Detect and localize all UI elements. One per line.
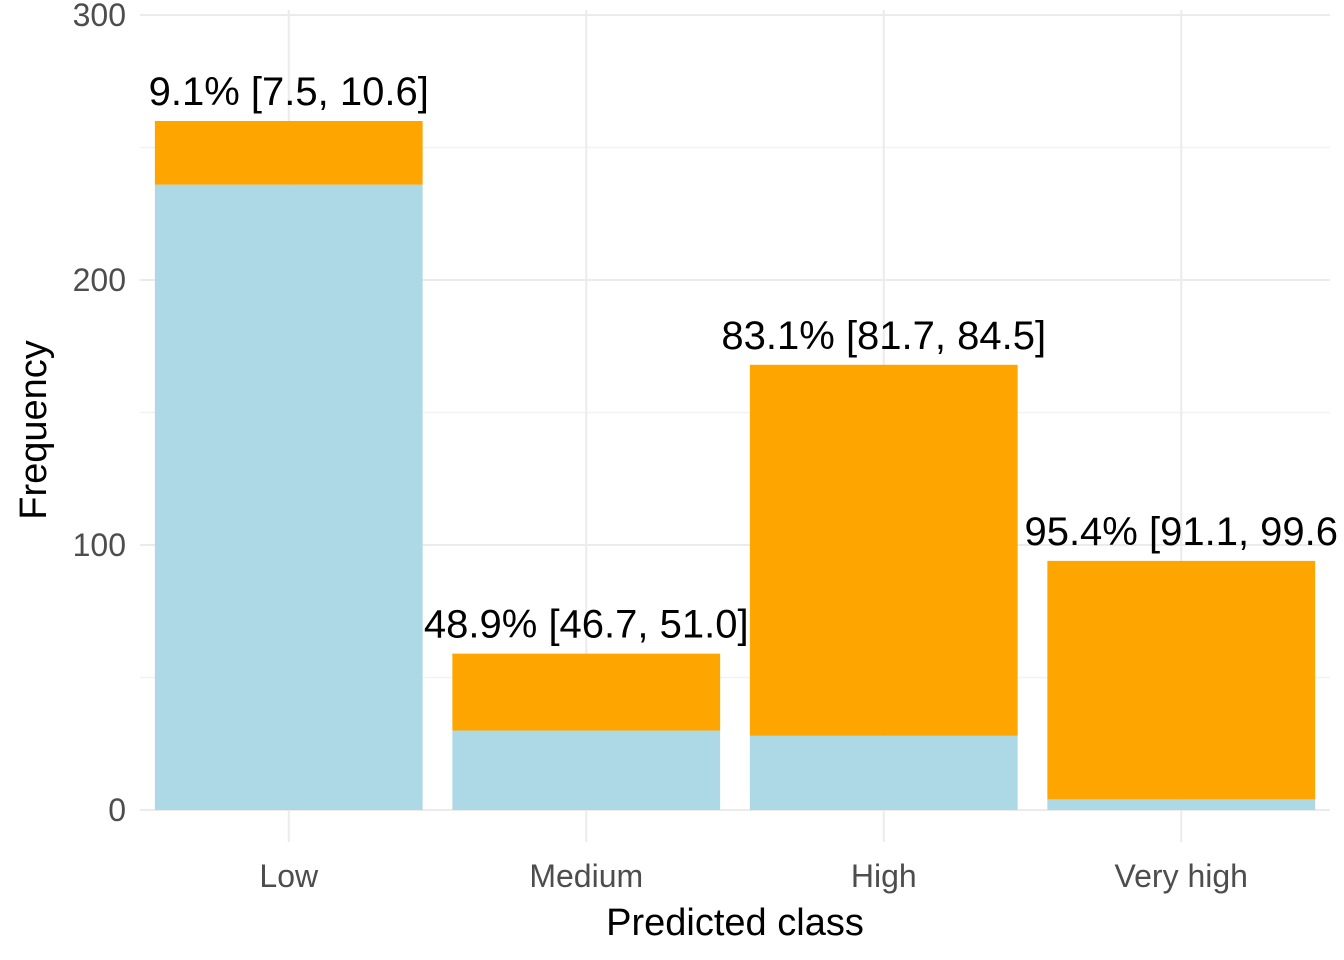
y-axis-ticks: 0 100 200 300: [73, 0, 126, 828]
bar-annotation: 95.4% [91.1, 99.6: [1024, 510, 1338, 554]
bar-annotations: 9.1% [7.5, 10.6] 48.9% [46.7, 51.0] 83.1% …: [149, 70, 1338, 647]
bar-segment-upper: [452, 653, 721, 731]
bar-annotation: 9.1% [7.5, 10.6]: [149, 70, 429, 114]
bar-segment-lower: [749, 735, 1018, 810]
bar-segment-lower: [154, 184, 423, 811]
x-tick-label: High: [851, 858, 917, 894]
bar-segment-upper: [1047, 560, 1316, 800]
bar-segment-upper: [749, 364, 1018, 736]
y-tick-label: 100: [73, 527, 126, 563]
x-tick-label: Medium: [529, 858, 643, 894]
y-tick-label: 0: [108, 792, 126, 828]
bar-segment-lower: [1047, 799, 1316, 810]
bar-segment-lower: [452, 730, 721, 810]
x-axis-title: Predicted class: [606, 902, 864, 944]
bar-annotation: 83.1% [81.7, 84.5]: [721, 314, 1046, 358]
bar-segment-upper: [154, 121, 423, 185]
bar-annotation: 48.9% [46.7, 51.0]: [424, 603, 749, 647]
y-axis-title: Frequency: [13, 340, 55, 520]
x-tick-label: Very high: [1115, 858, 1248, 894]
bars: [154, 121, 1316, 811]
x-axis-ticks: Low Medium High Very high: [259, 858, 1248, 894]
y-tick-label: 300: [73, 0, 126, 33]
y-tick-label: 200: [73, 262, 126, 298]
x-tick-label: Low: [259, 858, 319, 894]
